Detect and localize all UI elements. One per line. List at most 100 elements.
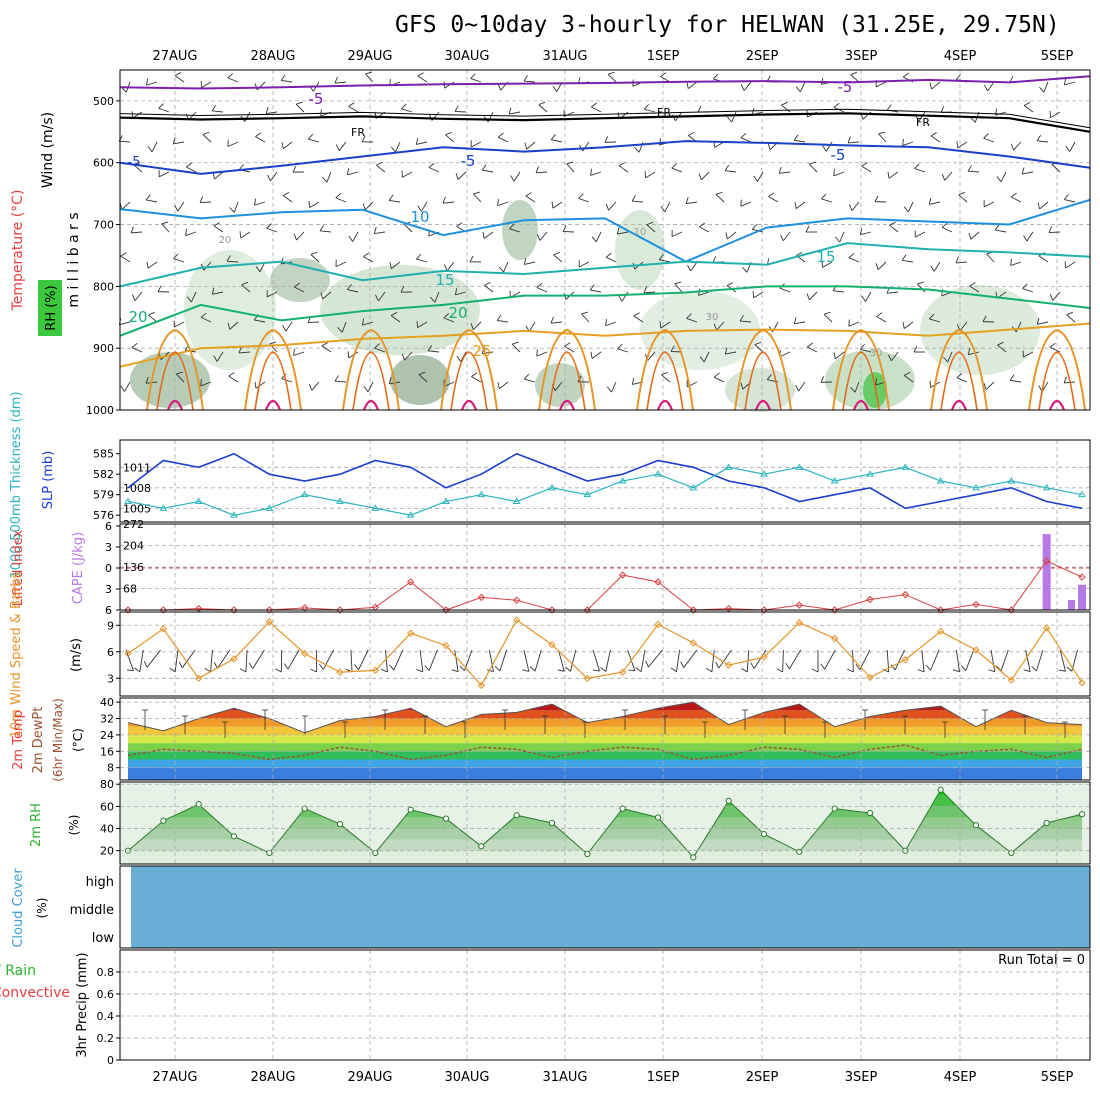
upper-air-wind-barb-302	[605, 319, 617, 327]
upper-air-wind-barb-181-flag	[213, 222, 220, 227]
upper-air-wind-barb-150	[335, 193, 347, 203]
upper-air-wind-barb-120	[481, 164, 494, 173]
contour-label-16: 30	[706, 312, 719, 323]
upper-air-wind-barb-165-flag	[740, 199, 742, 207]
rh-ytick-2-label: 60	[100, 800, 114, 813]
wind10m-barb-35-flag	[715, 661, 720, 669]
upper-air-wind-barb-230-flag	[578, 260, 580, 267]
upper-air-wind-barb-377	[713, 372, 725, 383]
upper-air-wind-barb-199-flag	[699, 222, 706, 228]
upper-air-wind-barb-55-staff	[644, 108, 656, 113]
upper-air-wind-barb-134	[861, 162, 872, 173]
upper-air-wind-barb-148-staff	[282, 195, 293, 203]
upper-air-wind-barb-306	[713, 321, 725, 331]
wind10m-point-24	[972, 646, 980, 654]
upper-air-wind-barb-77-staff	[283, 141, 293, 150]
upper-air-wind-barb-150-flag	[335, 193, 342, 199]
upper-air-wind-barb-268	[643, 286, 656, 294]
upper-air-wind-barb-242	[901, 254, 914, 263]
upper-air-wind-barb-182	[239, 231, 251, 239]
upper-air-wind-barb-22-flag	[713, 73, 719, 80]
upper-air-wind-barb-283	[1049, 291, 1061, 301]
minmax-label: (6hr Min/Max)	[51, 698, 65, 782]
thickness-label: 1000-500mb Thickness (dm)	[9, 391, 24, 578]
wind10m-barb-32	[670, 649, 681, 673]
upper-air-wind-barb-342-staff	[725, 351, 737, 355]
wind10m-point-4	[265, 618, 274, 626]
upper-air-wind-barb-28-staff	[875, 81, 887, 88]
upper-air-wind-barb-39-flag	[211, 104, 217, 112]
upper-air-wind-barb-303-flag	[633, 312, 640, 317]
upper-air-wind-barb-102-flag	[956, 141, 959, 149]
upper-air-wind-barb-163-flag	[685, 197, 689, 204]
upper-air-wind-barb-386	[956, 373, 968, 383]
upper-air-wind-barb-133-flag	[833, 169, 835, 176]
li-ytick-0-label: 6	[105, 520, 112, 533]
upper-air-wind-barb-331-staff	[428, 350, 440, 353]
upper-air-wind-barb-43-flag	[320, 109, 322, 117]
thickness-point-18	[760, 470, 768, 477]
upper-air-wind-barb-148	[282, 192, 293, 203]
thickness-point-22	[901, 463, 910, 470]
upper-air-wind-barb-206-flag	[889, 221, 896, 226]
upper-air-wind-barb-57-flag	[697, 105, 702, 113]
wind10m-barb-30	[635, 649, 646, 673]
upper-air-wind-barb-114-staff	[326, 171, 332, 183]
upper-air-wind-barb-145	[199, 196, 212, 204]
upper-air-wind-barb-239	[821, 260, 833, 268]
upper-air-wind-barb-85	[497, 132, 509, 143]
thickness-point-0	[124, 497, 132, 504]
upper-air-wind-barb-87	[550, 134, 563, 143]
upper-air-wind-barb-354-flag	[1049, 342, 1056, 348]
upper-air-wind-barb-228-flag	[523, 257, 527, 265]
surface-contour-orange-4	[538, 328, 596, 411]
upper-air-wind-barb-3	[200, 80, 212, 89]
upper-air-wind-barb-102-staff	[957, 141, 968, 149]
chart-title: GFS 0~10day 3-hourly for HELWAN (31.25E,…	[395, 12, 1060, 38]
upper-air-wind-barb-175	[1010, 192, 1022, 203]
upper-air-wind-barb-375-staff	[661, 374, 671, 383]
upper-air-wind-barb-183-staff	[266, 227, 278, 233]
upper-air-wind-barb-282-flag	[1022, 283, 1028, 289]
xaxis-bottom-date-3: 30AUG	[444, 1070, 489, 1085]
thickness-point-16	[689, 483, 698, 491]
upper-air-wind-barb-144-flag	[174, 205, 179, 212]
upper-air-wind-barb-195-staff	[595, 231, 602, 243]
upper-air-wind-barb-312-flag	[876, 312, 883, 317]
upper-air-wind-barb-8	[334, 76, 347, 84]
cloud-cover-frame	[119, 865, 1091, 949]
thickness-point-20	[830, 477, 839, 484]
rh-shading-2	[502, 200, 538, 260]
rh-point-11	[513, 812, 520, 819]
upper-air-wind-barb-359-flag	[228, 372, 235, 377]
upper-air-wind-barb-196-staff	[617, 231, 629, 235]
upper-air-ytick-3-label: 800	[93, 280, 114, 293]
upper-air-wind-barb-255	[293, 282, 305, 293]
upper-air-wind-barb-327-staff	[321, 345, 332, 353]
upper-air-wind-barb-191-staff	[483, 231, 494, 239]
upper-air-wind-barb-97-flag	[822, 145, 827, 152]
upper-air-wind-barb-276-flag	[861, 295, 866, 302]
upper-air-wind-barb-236	[742, 261, 752, 273]
upper-air-wind-barb-346-staff	[835, 351, 845, 360]
upper-air-wind-barb-127-staff	[671, 167, 683, 173]
upper-air-wind-barb-246	[1010, 258, 1022, 267]
upper-air-wind-barb-137	[941, 171, 953, 181]
rh-point-19	[796, 848, 803, 855]
wind10m-barb-21	[486, 649, 494, 673]
surface-contour-orange-2	[342, 328, 400, 411]
upper-air-wind-barb-103-flag	[983, 133, 989, 139]
contour-label-12: 20	[448, 304, 467, 322]
wind10m-barb-7-flag	[239, 668, 247, 673]
wind10m-barb-30-staff	[640, 649, 646, 672]
upper-air-wind-barb-176-flag	[1037, 202, 1041, 210]
upper-air-wind-barb-160-staff	[608, 201, 617, 211]
wind10m-barb-27	[592, 649, 600, 672]
upper-air-wind-barb-98	[847, 136, 860, 144]
upper-air-wind-barb-166-staff	[768, 196, 779, 203]
upper-air-wind-barb-2	[174, 72, 185, 83]
wind10m-barb-1-flag	[134, 667, 141, 673]
upper-air-wind-barb-146-flag	[229, 207, 235, 213]
upper-air-wind-barb-353-staff	[1023, 351, 1034, 358]
contour-label-14: 10	[634, 227, 647, 238]
